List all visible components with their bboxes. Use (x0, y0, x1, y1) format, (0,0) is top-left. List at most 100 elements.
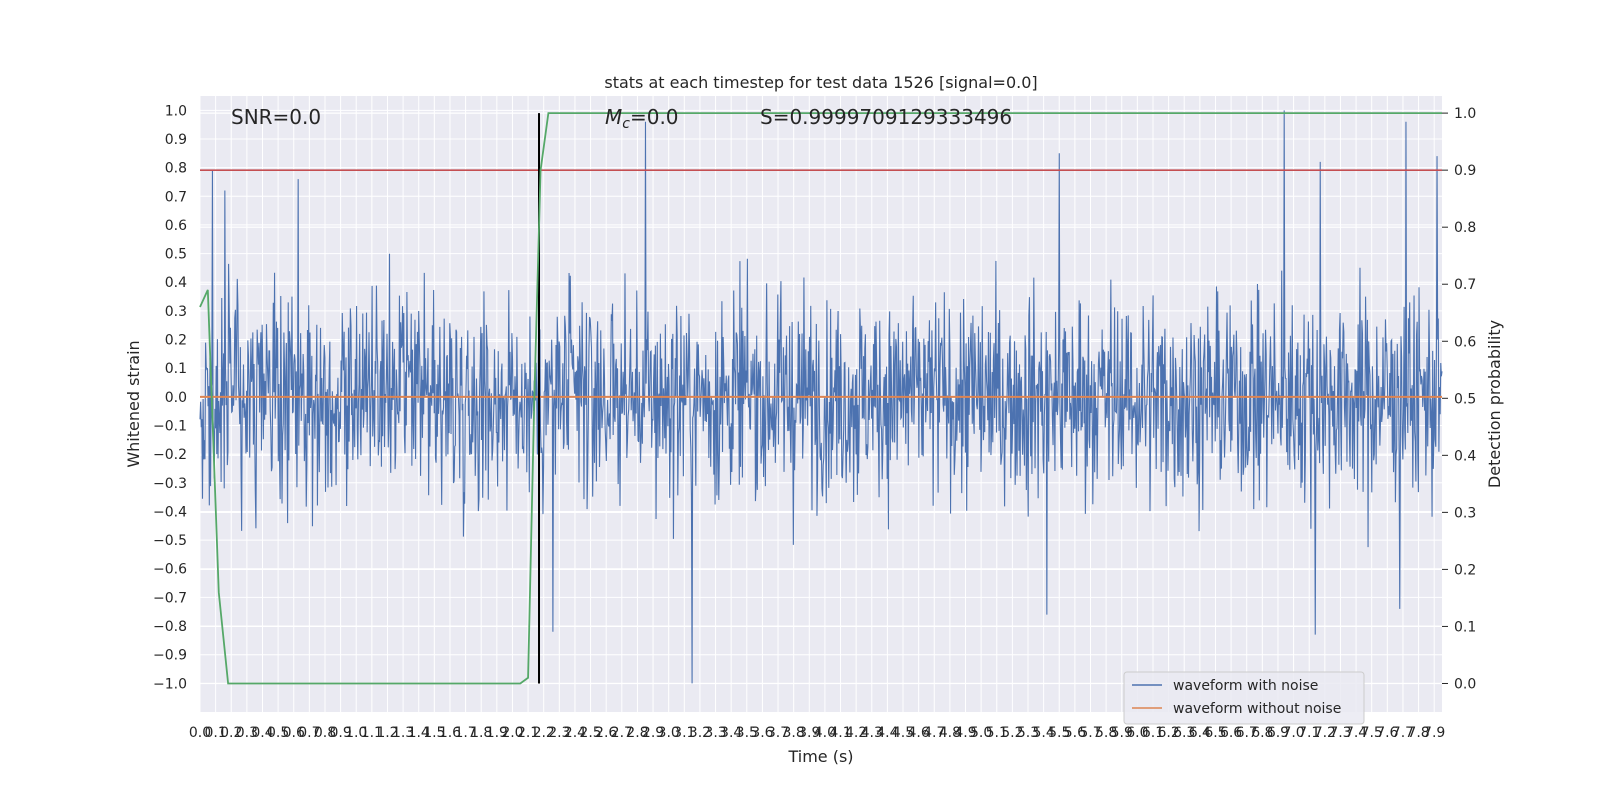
x-tick-label: 5.7 (1079, 725, 1101, 741)
y-right-tick-label: 0.4 (1454, 448, 1476, 464)
x-tick-label: 0.5 (267, 725, 289, 741)
x-tick-label: 0.2 (220, 725, 242, 741)
x-tick-label: 2.0 (501, 725, 523, 741)
x-tick-label: 6.2 (1157, 725, 1179, 741)
x-tick-label: 7.2 (1314, 725, 1336, 741)
x-tick-label: 2.3 (548, 725, 570, 741)
y-right-tick-label: 0.0 (1454, 676, 1476, 692)
x-tick-label: 6.9 (1267, 725, 1289, 741)
x-tick-label: 2.1 (517, 725, 539, 741)
x-tick-label: 7.9 (1423, 725, 1445, 741)
series-detection-probability (199, 112, 1442, 685)
x-tick-label: 6.7 (1236, 725, 1258, 741)
x-tick-label: 5.8 (1095, 725, 1117, 741)
x-tick-label: 5.5 (1048, 725, 1070, 741)
y-left-tick-label: −0.6 (153, 562, 187, 578)
y-right-tick-label: 0.9 (1454, 163, 1476, 179)
x-tick-label: 7.5 (1361, 725, 1383, 741)
x-tick-label: 2.7 (611, 725, 633, 741)
legend-label-noise: waveform with noise (1173, 678, 1318, 694)
y-left-tick-label: −0.1 (153, 418, 187, 434)
x-tick-label: 1.4 (408, 725, 430, 741)
mc-annotation: Mc=0.0 (605, 105, 679, 132)
y-left-tick-label: −0.7 (153, 590, 187, 606)
mc-value: =0.0 (630, 105, 679, 129)
y-left-tick-label: 0.8 (165, 161, 187, 177)
x-tick-label: 4.0 (814, 725, 836, 741)
x-tick-label: 0.7 (298, 725, 320, 741)
x-tick-label: 5.3 (1017, 725, 1039, 741)
x-tick-label: 1.0 (345, 725, 367, 741)
x-tick-label: 5.9 (1111, 725, 1133, 741)
x-tick-labels: 0.00.10.20.30.40.50.60.70.80.91.01.11.21… (189, 725, 1445, 741)
y-left-tick-label: −1.0 (153, 676, 187, 692)
x-tick-label: 5.4 (1032, 725, 1054, 741)
x-tick-label: 3.3 (704, 725, 726, 741)
x-tick-label: 4.7 (923, 725, 945, 741)
x-tick-label: 6.5 (1204, 725, 1226, 741)
x-tick-label: 5.6 (1064, 725, 1086, 741)
x-tick-label: 0.3 (236, 725, 258, 741)
x-tick-label: 2.2 (533, 725, 555, 741)
y-left-tick-label: 0.5 (165, 247, 187, 263)
x-tick-label: 3.6 (751, 725, 773, 741)
mc-subscript: c (622, 116, 630, 132)
x-tick-label: 3.4 (720, 725, 742, 741)
y-left-axis-label: Whitened strain (124, 340, 143, 467)
y-left-tick-label: −0.2 (153, 447, 187, 463)
plot-background (200, 96, 1442, 712)
x-tick-label: 6.1 (1142, 725, 1164, 741)
x-tick-label: 5.2 (1001, 725, 1023, 741)
y-left-tick-label: −0.4 (153, 504, 187, 520)
x-tick-label: 4.5 (892, 725, 914, 741)
x-tick-label: 7.8 (1407, 725, 1429, 741)
y-left-tick-label: 1.0 (165, 103, 187, 119)
x-tick-label: 7.4 (1345, 725, 1367, 741)
x-tick-label: 0.1 (204, 725, 226, 741)
s-annotation: S=0.9999709129333496 (760, 105, 1012, 129)
x-tick-label: 3.9 (798, 725, 820, 741)
y-right-tick-label: 1.0 (1454, 106, 1476, 122)
x-tick-label: 5.1 (986, 725, 1008, 741)
y-left-tick-label: 0.9 (165, 132, 187, 148)
y-left-tick-label: 0.4 (165, 275, 187, 291)
y-left-tick-label: −0.9 (153, 648, 187, 664)
x-tick-label: 4.8 (939, 725, 961, 741)
x-tick-label: 4.2 (845, 725, 867, 741)
x-tick-label: 1.5 (423, 725, 445, 741)
x-tick-label: 3.0 (658, 725, 680, 741)
x-tick-label: 0.9 (329, 725, 351, 741)
y-right-tick-label: 0.8 (1454, 220, 1476, 236)
x-tick-label: 2.6 (595, 725, 617, 741)
x-tick-label: 2.4 (564, 725, 586, 741)
x-tick-label: 5.0 (970, 725, 992, 741)
x-tick-label: 2.5 (579, 725, 601, 741)
x-tick-label: 1.6 (439, 725, 461, 741)
x-tick-label: 1.7 (454, 725, 476, 741)
x-tick-label: 0.8 (314, 725, 336, 741)
y-right-tick-label: 0.6 (1454, 334, 1476, 350)
x-tick-label: 1.1 (361, 725, 383, 741)
legend-box (1123, 671, 1365, 725)
x-tick-label: 0.0 (189, 725, 211, 741)
legend-label-clean: waveform without noise (1173, 701, 1341, 717)
y-left-tick-label: 0.2 (165, 333, 187, 349)
x-tick-label: 1.3 (392, 725, 414, 741)
x-tick-label: 6.0 (1126, 725, 1148, 741)
x-tick-label: 4.1 (829, 725, 851, 741)
y-right-tick-label: 0.3 (1454, 505, 1476, 521)
x-tick-label: 3.1 (673, 725, 695, 741)
x-tick-label: 3.2 (689, 725, 711, 741)
y-left-tick-label: 0.1 (165, 361, 187, 377)
snr-annotation: SNR=0.0 (231, 105, 321, 129)
x-tick-label: 3.7 (767, 725, 789, 741)
x-tick-label: 7.1 (1298, 725, 1320, 741)
x-tick-label: 1.2 (376, 725, 398, 741)
x-tick-label: 7.7 (1392, 725, 1414, 741)
x-tick-label: 4.4 (876, 725, 898, 741)
y-left-tick-label: 0.6 (165, 218, 187, 234)
y-left-tick-label: 0.0 (165, 390, 187, 406)
x-tick-label: 6.3 (1173, 725, 1195, 741)
mc-symbol: M (605, 105, 622, 129)
